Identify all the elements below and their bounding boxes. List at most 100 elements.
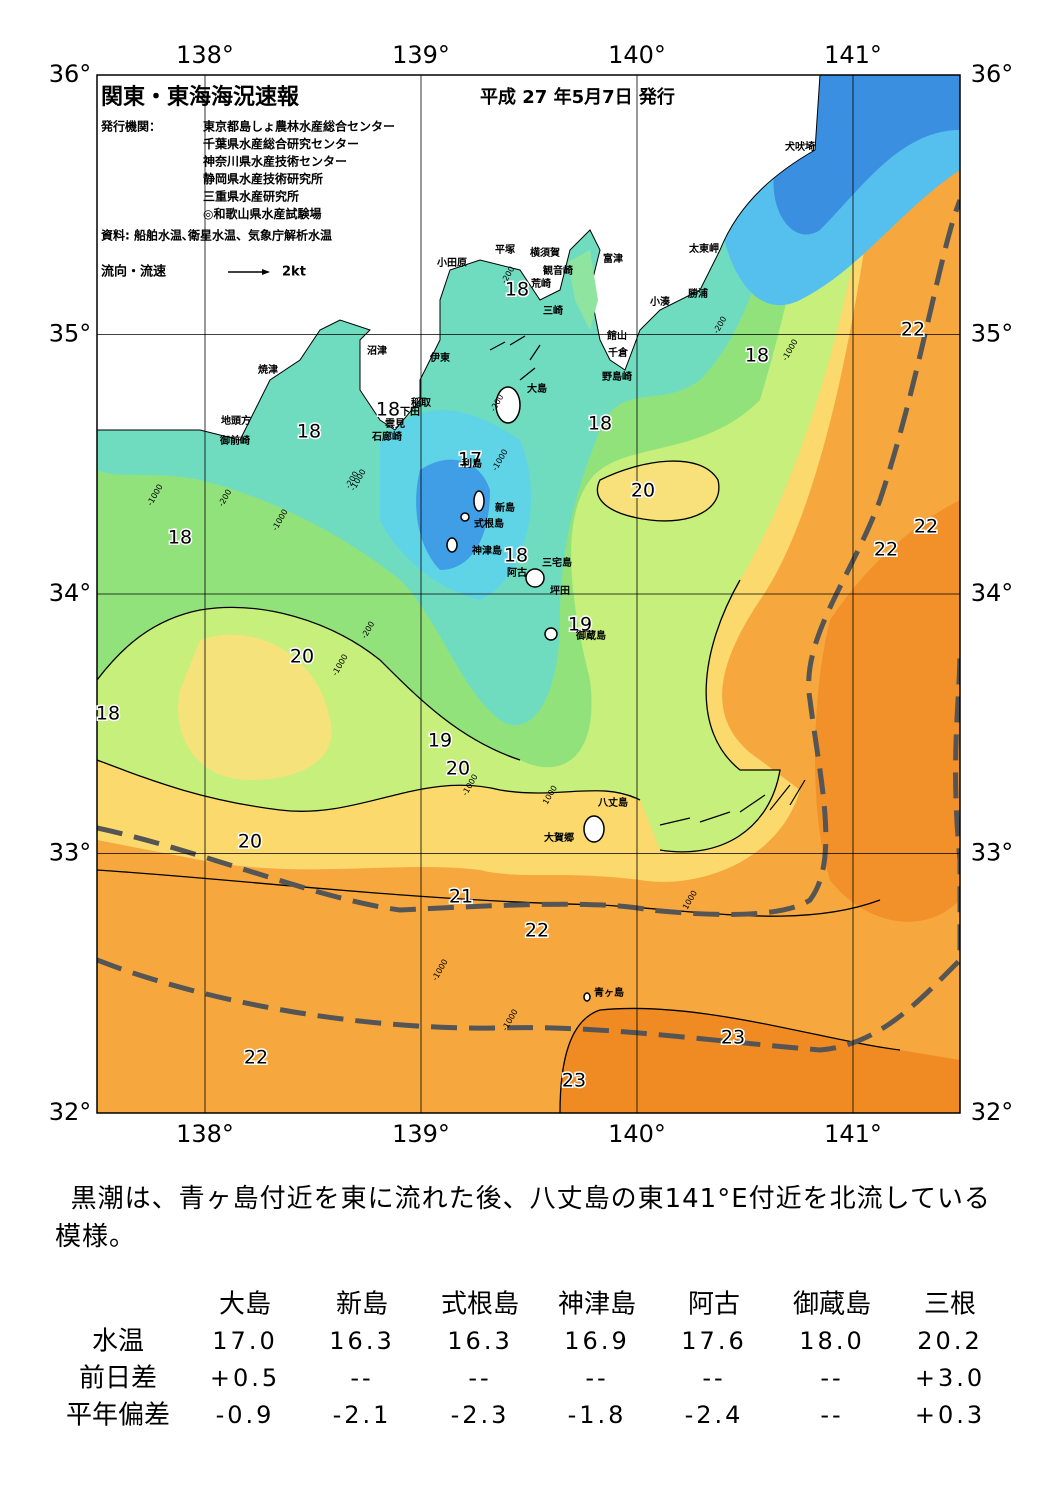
isotherm-label: 20 — [631, 480, 655, 502]
table-column: 御蔵島 — [793, 1290, 871, 1320]
isotherm-label: 18 — [376, 399, 400, 421]
place-name: 三宅島 — [542, 556, 572, 569]
place-name: 神津島 — [472, 544, 502, 557]
publisher: 東京都島しょ農林水産総合センター — [203, 119, 395, 134]
lon-label: 138° — [176, 1120, 234, 1148]
table-column: 式根島 — [441, 1290, 519, 1320]
lon-label: 139° — [392, 41, 450, 69]
table-cell: -- — [585, 1364, 608, 1392]
place-name: 富津 — [603, 252, 623, 265]
place-name: 下田 — [400, 406, 420, 418]
isotherm-label: 23 — [562, 1070, 586, 1092]
table-row-label: 平年偏差 — [66, 1401, 170, 1431]
isotherm-label: 22 — [874, 539, 898, 561]
lon-label: 140° — [608, 41, 666, 69]
place-name: 式根島 — [474, 517, 504, 530]
place-name: 伊東 — [429, 351, 450, 364]
table-column: 三根 — [924, 1290, 976, 1320]
place-name: 大島 — [527, 382, 547, 395]
place-name: 観音崎 — [543, 264, 573, 277]
place-name: 平塚 — [495, 243, 515, 256]
lat-label: 36° — [971, 60, 1014, 88]
graticule — [97, 74, 960, 1114]
table-row-label: 前日差 — [79, 1364, 157, 1394]
table-cell: 16.9 — [564, 1327, 629, 1355]
table-row-label: 水温 — [92, 1327, 144, 1357]
table-cell: -2.4 — [685, 1401, 744, 1429]
lat-label: 34° — [971, 579, 1014, 607]
place-name: 沼津 — [367, 344, 387, 357]
isotherm-label: 17 — [458, 449, 482, 471]
legend-arrowhead — [262, 269, 270, 275]
isotherm-label: 22 — [901, 319, 925, 341]
isotherm-label: 22 — [525, 920, 549, 942]
isotherm-label: 23 — [721, 1027, 745, 1049]
sea-temperature — [97, 75, 960, 1113]
table-column: 新島 — [336, 1290, 388, 1320]
table-column: 大島 — [219, 1290, 271, 1320]
table-cell: 16.3 — [447, 1327, 512, 1355]
place-name: 地頭方 — [221, 414, 251, 427]
table-cell: 20.2 — [917, 1327, 982, 1355]
isotherm-label: 19 — [568, 614, 592, 636]
lat-label: 35° — [971, 320, 1014, 348]
summary: 黒潮は、青ヶ島付近を東に流れた後、八丈島の東141°E付近を北流している模様。 — [55, 1184, 991, 1252]
isotherm-label: 18 — [745, 345, 769, 367]
table-column: 神津島 — [558, 1290, 636, 1320]
isotherm-label: 18 — [504, 545, 528, 567]
publisher: 三重県水産研究所 — [203, 189, 299, 204]
isotherm-label: 18 — [297, 421, 321, 443]
place-name: 青ヶ島 — [594, 986, 624, 999]
place-name: 利島 — [462, 457, 482, 470]
isotherm-label: 18 — [588, 413, 612, 435]
place-name: 三崎 — [543, 304, 563, 317]
table-cell: -- — [820, 1401, 843, 1429]
place-name: 御蔵島 — [575, 629, 606, 642]
table-cell: 17.6 — [681, 1327, 746, 1355]
table-cell: -2.3 — [451, 1401, 510, 1429]
place-name: 焼津 — [258, 363, 278, 376]
lat-label: 32° — [971, 1098, 1014, 1126]
table-cell: 16.3 — [329, 1327, 394, 1355]
lon-label: 140° — [608, 1120, 666, 1148]
table-cell: 17.0 — [212, 1327, 277, 1355]
lon-label: 141° — [824, 41, 882, 69]
isotherm-label: 18 — [505, 279, 529, 301]
place-name: 荒崎 — [530, 277, 551, 290]
place-name: 御前崎 — [219, 434, 250, 447]
table-cell: +0.5 — [210, 1364, 280, 1392]
place-name: 犬吠埼 — [785, 140, 815, 153]
place-name: 稲取 — [411, 396, 432, 409]
lat-label: 32° — [49, 1098, 92, 1126]
isotherm-label: 20 — [446, 758, 470, 780]
table-cell: +3.0 — [915, 1364, 985, 1392]
place-name: 八丈島 — [597, 796, 628, 809]
isotherm-label: 20 — [238, 831, 262, 853]
place-name: 坪田 — [550, 584, 570, 597]
publisher: 千葉県水産総合研究センター — [203, 136, 359, 151]
place-name: 石廊崎 — [371, 430, 402, 443]
table-column: 阿古 — [688, 1290, 740, 1320]
lat-label: 34° — [49, 579, 92, 607]
place-name: 千倉 — [608, 346, 629, 359]
lon-label: 138° — [176, 41, 234, 69]
place-name: 新島 — [495, 501, 515, 514]
lon-label: 141° — [824, 1120, 882, 1148]
current-arrows — [489, 335, 806, 826]
lat-label: 33° — [971, 839, 1014, 867]
place-name: 館山 — [606, 329, 627, 342]
place-name: 太東岬 — [688, 242, 719, 255]
legend-label: 流向・流速 — [101, 264, 166, 280]
lat-label: 36° — [49, 60, 92, 88]
publisher: 神奈川県水産技術センター — [203, 154, 347, 169]
table-cell: -- — [350, 1364, 373, 1392]
title: 関東・東海海況速報 — [101, 84, 300, 110]
isotherm-label: 22 — [914, 516, 938, 538]
table-cell: -0.9 — [216, 1401, 275, 1429]
place-name: 大賀郷 — [544, 831, 574, 844]
place-name: 小田原 — [436, 256, 467, 269]
table-cell: 18.0 — [799, 1327, 864, 1355]
isotherm-label: 18 — [96, 703, 120, 725]
